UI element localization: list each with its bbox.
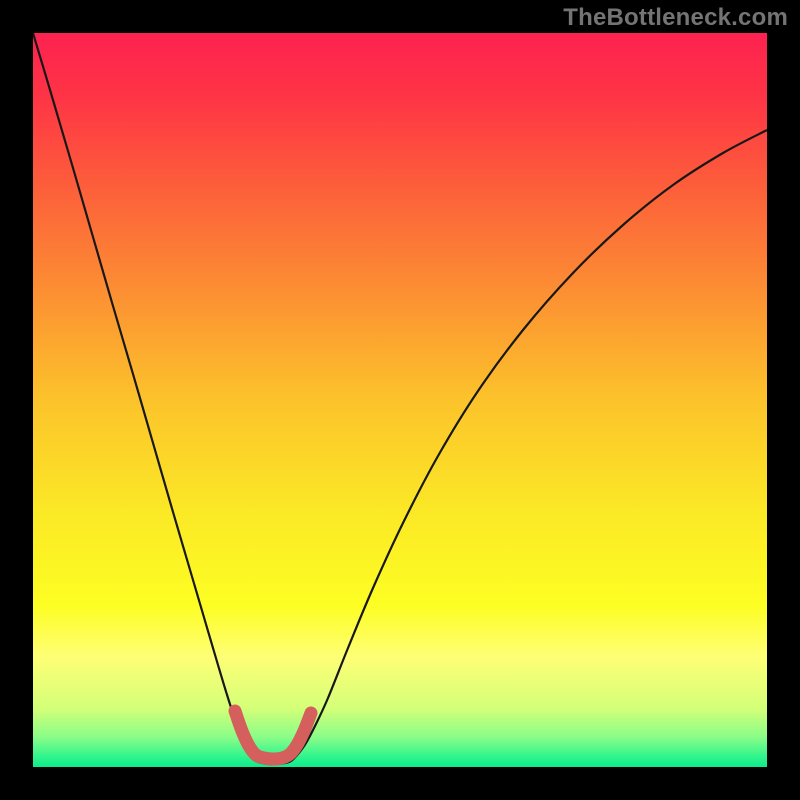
plot-svg bbox=[33, 33, 767, 767]
watermark-text: TheBottleneck.com bbox=[563, 4, 788, 32]
chart-frame: TheBottleneck.com bbox=[0, 0, 800, 800]
gradient-background bbox=[33, 33, 767, 767]
plot-area bbox=[33, 33, 767, 767]
